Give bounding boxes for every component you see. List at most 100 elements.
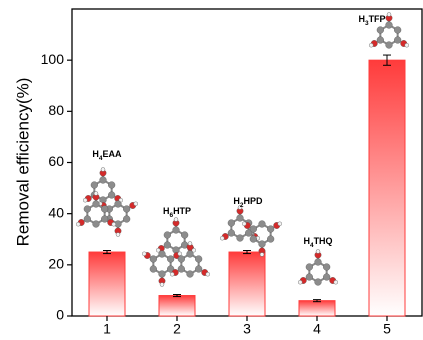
label-suffix: EAA bbox=[103, 149, 123, 159]
atom bbox=[387, 13, 391, 17]
atom bbox=[315, 279, 322, 286]
label-suffix: HTP bbox=[173, 206, 191, 216]
atom bbox=[178, 266, 185, 273]
y-tick-label: 20 bbox=[48, 256, 64, 272]
atom bbox=[405, 43, 409, 47]
x-tick-label: 1 bbox=[103, 321, 111, 337]
label-suffix: THQ bbox=[314, 236, 333, 246]
atom bbox=[170, 272, 174, 276]
y-axis-title: Removal efficiency(%) bbox=[13, 78, 32, 247]
chart: Removal efficiency(%) 0 20 40 60 80 100 1 H4EAA… bbox=[0, 0, 423, 340]
atom bbox=[187, 271, 194, 278]
atom bbox=[116, 233, 120, 237]
atom bbox=[206, 272, 210, 276]
x-tick-label: 4 bbox=[313, 321, 321, 337]
atom bbox=[315, 259, 322, 266]
atom bbox=[259, 221, 266, 228]
atom bbox=[164, 242, 171, 249]
atom bbox=[178, 252, 182, 256]
atom bbox=[108, 182, 115, 189]
atom bbox=[323, 264, 330, 271]
atom bbox=[134, 202, 138, 206]
atom bbox=[220, 236, 224, 240]
atom bbox=[195, 256, 202, 263]
atom bbox=[150, 256, 157, 263]
atom bbox=[228, 230, 235, 237]
molecule-label: H4THQ bbox=[303, 236, 332, 248]
y-tick-label: 40 bbox=[48, 204, 64, 220]
atom bbox=[164, 232, 171, 239]
atom bbox=[386, 22, 393, 29]
atom bbox=[159, 251, 166, 258]
atom bbox=[237, 215, 244, 222]
atom bbox=[174, 218, 178, 222]
atom bbox=[369, 43, 373, 47]
atom bbox=[91, 182, 98, 189]
atom bbox=[100, 177, 107, 184]
atom bbox=[298, 280, 302, 284]
y-tick-label: 0 bbox=[56, 307, 64, 323]
atom bbox=[84, 216, 91, 223]
atom bbox=[323, 274, 330, 281]
atom bbox=[260, 253, 264, 257]
atom bbox=[195, 266, 202, 273]
molecule-label: H3TFP bbox=[358, 14, 385, 26]
atom bbox=[278, 222, 282, 226]
atom bbox=[94, 192, 98, 196]
atom bbox=[93, 201, 100, 208]
atom bbox=[267, 236, 274, 243]
y-tick-label: 80 bbox=[48, 102, 64, 118]
label-suffix: TFP bbox=[369, 14, 386, 24]
atom bbox=[187, 251, 194, 258]
atom bbox=[159, 271, 166, 278]
atom bbox=[142, 252, 146, 256]
molecule-label: H2HPD bbox=[233, 196, 263, 208]
y-tick-label: 60 bbox=[48, 153, 64, 169]
atom bbox=[250, 226, 257, 233]
x-tick-label: 2 bbox=[173, 321, 181, 337]
atom bbox=[173, 227, 180, 234]
bar bbox=[159, 296, 195, 316]
atom bbox=[394, 27, 401, 34]
atom bbox=[178, 256, 185, 263]
atom bbox=[377, 37, 384, 44]
atom bbox=[334, 280, 338, 284]
atom bbox=[150, 266, 157, 273]
atom bbox=[394, 37, 401, 44]
atom bbox=[267, 226, 274, 233]
bar bbox=[369, 60, 405, 316]
atom bbox=[377, 27, 384, 34]
x-tick-label: 3 bbox=[243, 321, 251, 337]
molecule-label: H4EAA bbox=[92, 149, 122, 161]
atom bbox=[181, 232, 188, 239]
atom bbox=[108, 192, 115, 199]
atom bbox=[306, 264, 313, 271]
page: {"chart_data": { "type": "bar", "y_label… bbox=[0, 0, 423, 340]
atom bbox=[167, 256, 174, 263]
y-tick-label: 100 bbox=[41, 51, 65, 67]
atom bbox=[306, 274, 313, 281]
bar bbox=[229, 252, 265, 316]
atom bbox=[188, 242, 192, 246]
atom bbox=[242, 222, 246, 226]
atom bbox=[160, 283, 164, 287]
atom bbox=[228, 220, 235, 227]
atom bbox=[93, 221, 100, 228]
atom bbox=[123, 206, 130, 213]
atom bbox=[101, 216, 108, 223]
atom bbox=[112, 222, 116, 226]
atom bbox=[250, 236, 257, 243]
atom bbox=[101, 168, 105, 172]
atom bbox=[101, 206, 108, 213]
atom bbox=[259, 241, 266, 248]
atom bbox=[386, 42, 393, 49]
atom bbox=[115, 201, 122, 208]
atom bbox=[76, 222, 80, 226]
atom bbox=[123, 216, 130, 223]
atom bbox=[83, 198, 87, 202]
atom bbox=[237, 235, 244, 242]
atom bbox=[316, 250, 320, 254]
bar bbox=[299, 301, 335, 316]
bar bbox=[89, 252, 125, 316]
label-suffix: HPD bbox=[244, 196, 264, 206]
